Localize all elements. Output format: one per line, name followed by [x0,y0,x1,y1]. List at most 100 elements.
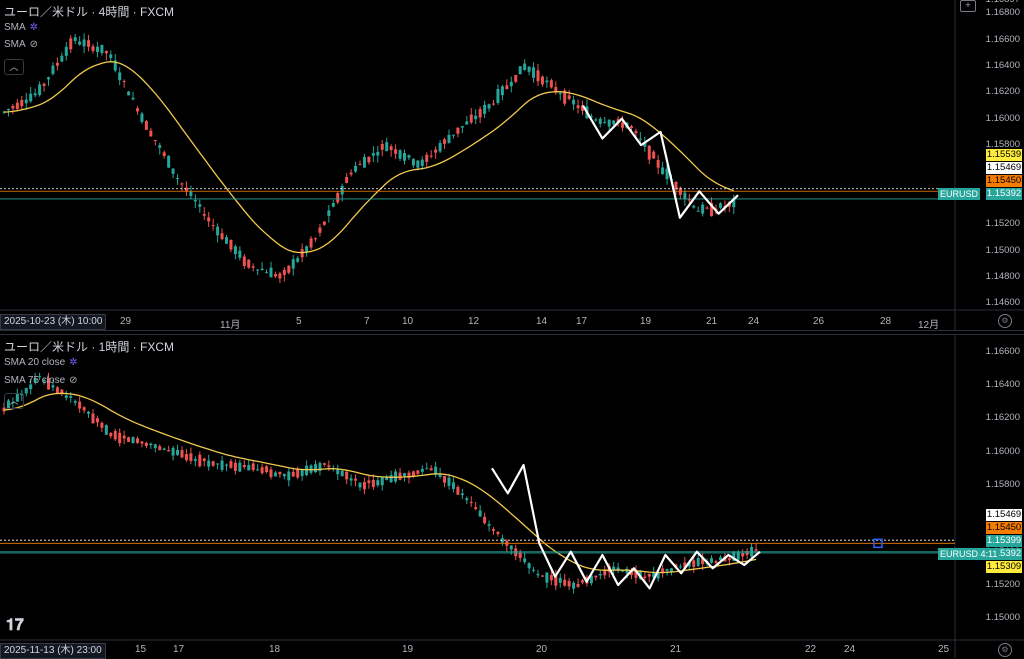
tradingview-logo[interactable]: 𝟏𝟕 [6,617,24,634]
candle-body [287,265,291,273]
settings-icon[interactable]: ✲ [29,22,39,34]
candle-body [492,529,495,531]
candle-body [434,149,438,153]
candle-body [162,448,166,450]
candle-body [198,204,202,207]
price-tag: 1.15469 [986,162,1022,174]
hidden-eye-icon[interactable]: ⊘ [29,39,39,51]
candle-body [607,119,611,127]
candle-body [354,165,358,172]
candle-body [100,44,104,54]
pane-divider[interactable] [0,330,1024,335]
candle-body [465,121,469,125]
candle-body [136,108,139,112]
x-tick-label: 17 [576,316,588,327]
collapse-icon[interactable]: ︿ [4,59,24,75]
x-tick-label: 29 [120,316,132,327]
candle-body [296,258,300,262]
candle-body [318,227,322,233]
collapse-icon[interactable]: ︿ [4,393,24,409]
candle-body [429,468,433,471]
pane2-indicator-1[interactable]: SMA 20 close ✲ [4,357,78,369]
x-tick-label: 12月 [918,320,940,331]
candle-body [594,575,598,578]
candle-body [429,155,433,157]
candle-body [518,552,522,559]
candle-body [434,466,438,475]
candle-body [492,103,495,105]
candle-body [140,441,144,444]
candle-body [581,105,584,111]
settings-icon[interactable]: ✲ [69,357,78,369]
candle-body [647,573,651,577]
candle-body [500,86,504,96]
candle-body [131,437,135,444]
candle-body [327,465,331,468]
candle-body [692,205,696,208]
candle-body [305,465,309,476]
candle-body [33,378,37,383]
candle-body [69,38,73,50]
candle-body [621,122,625,128]
candle-body [558,93,562,95]
pane2-settings-icon[interactable]: ⚙ [998,643,1012,657]
candle-body [514,548,518,557]
candle-body [732,199,736,208]
pane1-indicator-2[interactable]: SMA ⊘ [4,39,39,51]
candle-body [563,579,567,586]
y-tick-label: 1.16600 [985,33,1020,45]
candle-body [64,46,68,56]
candle-body [269,469,273,478]
x-tick-label: 28 [880,316,892,327]
candle-body [278,273,282,279]
candle-body [420,468,424,472]
candle-body [109,54,113,59]
candle-body [229,461,233,468]
candles-1h[interactable] [0,335,1024,658]
candle-body [291,471,295,477]
pane2-date-tag: 2025-11-13 (木) 23:00 [0,643,106,659]
candle-body [443,139,447,144]
pane1-settings-icon[interactable]: ⚙ [998,314,1012,328]
hidden-eye-icon[interactable]: ⊘ [69,375,78,387]
candle-body [51,385,55,388]
candle-body [60,389,64,394]
x-tick-label: 24 [748,316,760,327]
add-icon[interactable]: + [960,0,976,12]
candle-body [523,558,527,563]
chart-pane-4h[interactable]: ユーロ／米ドル · 4時間 · FXCM SMA ✲ SMA ⊘ ︿ 2025-10… [0,0,1024,331]
candle-body [554,575,558,586]
candle-body [514,74,518,82]
candle-body [536,573,540,576]
candle-body [322,463,326,465]
candle-body [60,55,64,62]
candle-body [140,113,144,122]
candle-body [149,130,153,137]
candle-body [260,268,264,270]
candle-body [158,145,162,148]
alert-marker [873,538,883,549]
candle-body [29,93,33,102]
candle-body [180,450,184,458]
candle-body [171,168,175,174]
pane2-indicator-2[interactable]: SMA 75 close ⊘ [4,375,78,387]
candle-body [478,109,482,118]
chart-pane-1h[interactable]: ユーロ／米ドル · 1時間 · FXCM SMA 20 close ✲ SMA 7… [0,335,1024,659]
candle-body [598,118,602,124]
candle-body [385,476,389,480]
candle-body [260,467,264,474]
candle-body [407,155,411,158]
candle-body [572,99,576,105]
candle-body [576,583,580,587]
candle-body [247,259,251,268]
candle-body [532,67,536,78]
candle-body [474,115,478,120]
candle-body [616,567,620,571]
candle-body [127,437,131,442]
candle-body [358,482,362,488]
candle-body [612,566,616,571]
candle-body [732,551,736,561]
candle-body [629,126,633,129]
candles-4h[interactable] [0,0,1024,330]
pane1-indicator-1[interactable]: SMA ✲ [4,22,39,34]
